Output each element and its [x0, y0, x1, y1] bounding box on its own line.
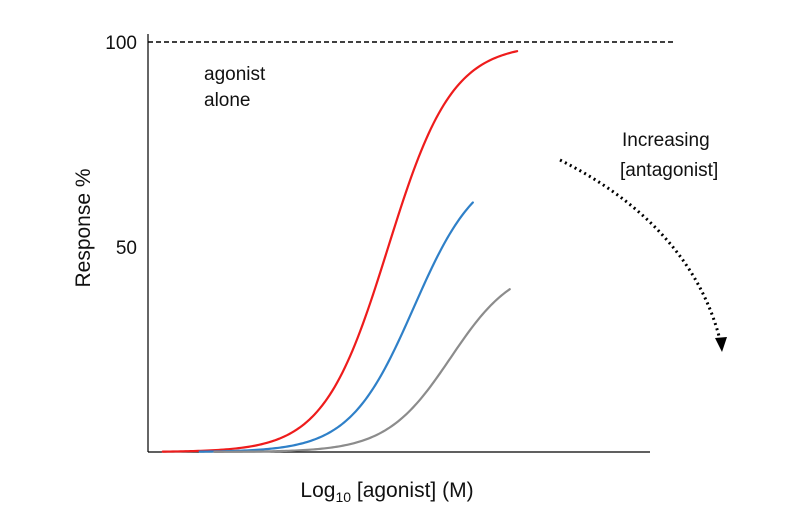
dose-response-curves: [161, 50, 519, 453]
y-axis-label: Response %: [72, 168, 95, 287]
curve-series-3: [213, 288, 511, 453]
x-axis-label-log: Log: [300, 479, 335, 502]
annotation-increasing: Increasing: [622, 130, 710, 151]
y-tick-label-100: 100: [105, 33, 137, 54]
curve-series-1: [161, 50, 519, 453]
annotation-agonist-alone-line2: alone: [204, 90, 251, 111]
x-axis-label-rest: [agonist] (M): [351, 479, 474, 502]
curve-series-2: [198, 201, 474, 453]
annotation-agonist-alone-line1: agonist: [204, 64, 266, 85]
x-axis-label-subscript: 10: [335, 489, 351, 505]
x-axis-label: Log10 [agonist] (M): [300, 479, 473, 505]
arrow-head-icon: [715, 337, 727, 352]
y-tick-label-50: 50: [116, 238, 137, 259]
y-tick-labels: 100 50: [105, 33, 137, 259]
annotation-antagonist: [antagonist]: [620, 160, 718, 181]
increasing-antagonist-arrow: [559, 158, 722, 341]
